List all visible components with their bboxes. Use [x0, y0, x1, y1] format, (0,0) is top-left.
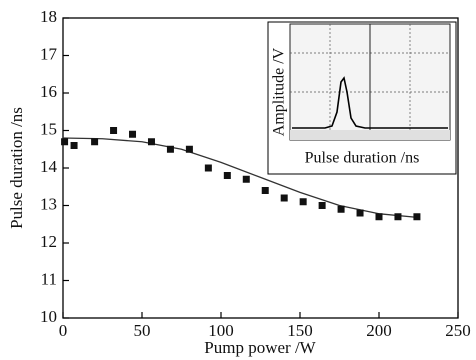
- y-tick-label: 16: [40, 82, 57, 101]
- data-point: [394, 213, 401, 220]
- data-point: [357, 210, 364, 217]
- y-axis-label: Pulse duration /ns: [7, 107, 26, 229]
- data-point: [110, 127, 117, 134]
- data-point: [129, 131, 136, 138]
- x-tick-label: 100: [208, 321, 234, 340]
- data-point: [319, 202, 326, 209]
- y-tick-label: 14: [40, 157, 58, 176]
- x-tick-label: 250: [445, 321, 471, 340]
- y-tick-label: 12: [40, 232, 57, 251]
- scope-status-bar: [290, 130, 450, 140]
- x-axis-label: Pump power /W: [204, 338, 316, 357]
- data-point: [224, 172, 231, 179]
- data-point: [61, 138, 68, 145]
- data-point: [205, 165, 212, 172]
- y-tick-label: 17: [40, 44, 58, 63]
- data-point: [281, 195, 288, 202]
- data-point: [148, 138, 155, 145]
- data-point: [186, 146, 193, 153]
- y-tick-label: 15: [40, 119, 57, 138]
- y-tick-label: 13: [40, 194, 57, 213]
- data-point: [300, 198, 307, 205]
- data-point: [243, 176, 250, 183]
- data-point: [262, 187, 269, 194]
- chart: Pump power /W Pulse duration /ns Amplitu…: [0, 0, 476, 360]
- data-point: [413, 213, 420, 220]
- x-tick-label: 50: [134, 321, 151, 340]
- inset-x-label: Pulse duration /ns: [305, 150, 420, 167]
- inset-y-label: Amplitude /V: [271, 47, 288, 136]
- data-point: [376, 213, 383, 220]
- y-tick-label: 11: [41, 269, 57, 288]
- data-point: [167, 146, 174, 153]
- x-tick-label: 200: [366, 321, 392, 340]
- x-tick-label: 0: [59, 321, 68, 340]
- x-tick-label: 150: [287, 321, 313, 340]
- data-point: [91, 138, 98, 145]
- data-point: [71, 142, 78, 149]
- inset: Amplitude /V Pulse duration /ns: [268, 22, 456, 174]
- y-tick-label: 10: [40, 307, 57, 326]
- y-tick-label: 18: [40, 7, 57, 26]
- data-point: [338, 206, 345, 213]
